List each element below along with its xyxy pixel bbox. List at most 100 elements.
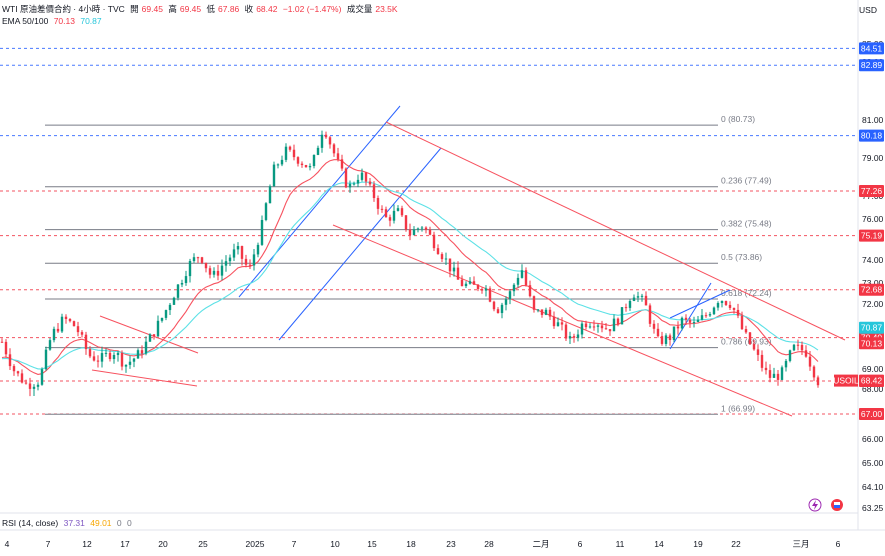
candle-body[interactable] xyxy=(160,317,164,321)
candle-body[interactable] xyxy=(308,166,312,168)
candle-body[interactable] xyxy=(580,323,584,335)
candle-body[interactable] xyxy=(260,219,264,245)
candle-body[interactable] xyxy=(548,309,552,317)
candle-body[interactable] xyxy=(372,184,376,199)
candle-body[interactable] xyxy=(748,332,752,345)
candle-body[interactable] xyxy=(324,134,328,138)
symbol-title[interactable]: WTI 原油差價合約 · 4小時 · TVC xyxy=(2,4,125,14)
candle-body[interactable] xyxy=(536,309,540,311)
candle-body[interactable] xyxy=(732,307,736,310)
candle-body[interactable] xyxy=(360,172,364,180)
rsi-legend[interactable]: RSI (14, close) 37.31 49.01 0 0 xyxy=(2,518,135,528)
candle-body[interactable] xyxy=(656,328,660,337)
candle-body[interactable] xyxy=(552,316,556,327)
candle-body[interactable] xyxy=(804,350,808,357)
candle-body[interactable] xyxy=(796,344,800,346)
candle-body[interactable] xyxy=(788,350,792,361)
candle-body[interactable] xyxy=(404,215,408,230)
candle-body[interactable] xyxy=(808,356,812,367)
candle-body[interactable] xyxy=(128,361,132,365)
candle-body[interactable] xyxy=(432,234,436,249)
candle-body[interactable] xyxy=(756,349,760,355)
candle-body[interactable] xyxy=(60,316,64,332)
candle-body[interactable] xyxy=(228,257,232,262)
candle-body[interactable] xyxy=(428,229,432,235)
candle-body[interactable] xyxy=(588,326,592,328)
candle-body[interactable] xyxy=(700,315,704,320)
candle-body[interactable] xyxy=(480,289,484,291)
candle-body[interactable] xyxy=(436,248,440,255)
candle-body[interactable] xyxy=(712,307,716,315)
candle-body[interactable] xyxy=(176,284,180,298)
candle-body[interactable] xyxy=(184,276,188,284)
candle-body[interactable] xyxy=(44,349,48,370)
candle-body[interactable] xyxy=(688,319,692,323)
candle-body[interactable] xyxy=(692,321,696,323)
trend-channel-line[interactable] xyxy=(238,105,401,298)
candle-body[interactable] xyxy=(312,154,316,167)
candle-body[interactable] xyxy=(592,326,596,328)
candle-body[interactable] xyxy=(500,304,504,314)
candle-body[interactable] xyxy=(612,318,616,332)
candle-body[interactable] xyxy=(668,335,672,340)
candle-body[interactable] xyxy=(812,366,816,378)
candle-body[interactable] xyxy=(76,326,80,333)
candle-body[interactable] xyxy=(356,179,360,184)
candle-body[interactable] xyxy=(236,246,240,250)
candle-body[interactable] xyxy=(532,296,536,310)
candle-body[interactable] xyxy=(584,323,588,328)
candle-body[interactable] xyxy=(28,383,32,389)
candle-body[interactable] xyxy=(640,295,644,297)
candle-body[interactable] xyxy=(140,350,144,354)
candle-body[interactable] xyxy=(148,334,152,342)
candle-body[interactable] xyxy=(344,168,348,188)
candle-body[interactable] xyxy=(12,366,16,372)
candle-body[interactable] xyxy=(600,325,604,329)
candle-body[interactable] xyxy=(0,341,4,343)
candle-body[interactable] xyxy=(268,186,272,204)
candle-body[interactable] xyxy=(92,356,96,361)
candle-body[interactable] xyxy=(300,163,304,166)
candle-body[interactable] xyxy=(280,159,284,165)
candle-body[interactable] xyxy=(292,149,296,158)
candle-body[interactable] xyxy=(112,355,116,360)
candle-body[interactable] xyxy=(156,320,160,337)
candle-body[interactable] xyxy=(68,318,72,322)
candle-body[interactable] xyxy=(376,198,380,209)
candle-body[interactable] xyxy=(348,183,352,188)
candle-body[interactable] xyxy=(540,309,544,315)
candle-body[interactable] xyxy=(412,229,416,236)
candle-body[interactable] xyxy=(544,309,548,315)
candle-body[interactable] xyxy=(136,350,140,359)
candle-body[interactable] xyxy=(724,301,728,305)
candle-body[interactable] xyxy=(168,304,172,311)
candle-body[interactable] xyxy=(568,336,572,339)
trend-channel-line[interactable] xyxy=(669,289,731,319)
candle-body[interactable] xyxy=(516,277,520,285)
candle-body[interactable] xyxy=(364,172,368,182)
candle-body[interactable] xyxy=(560,322,564,325)
candle-body[interactable] xyxy=(660,336,664,344)
candle-body[interactable] xyxy=(696,319,700,322)
trend-channel-line[interactable] xyxy=(385,121,846,341)
lightning-icon[interactable] xyxy=(808,498,822,512)
candle-body[interactable] xyxy=(776,373,780,380)
candle-body[interactable] xyxy=(116,352,120,356)
candle-body[interactable] xyxy=(144,341,148,354)
candle-body[interactable] xyxy=(476,284,480,290)
candle-body[interactable] xyxy=(768,370,772,378)
candle-body[interactable] xyxy=(16,371,20,374)
candle-body[interactable] xyxy=(596,325,600,327)
ema-legend[interactable]: EMA 50/100 70.13 70.87 xyxy=(2,16,105,26)
candle-body[interactable] xyxy=(52,328,56,341)
candle-body[interactable] xyxy=(72,321,76,327)
candle-body[interactable] xyxy=(424,227,428,230)
candle-body[interactable] xyxy=(188,261,192,277)
candle-body[interactable] xyxy=(644,295,648,306)
candle-body[interactable] xyxy=(736,309,740,316)
candle-body[interactable] xyxy=(752,344,756,350)
candle-body[interactable] xyxy=(800,344,804,351)
candle-body[interactable] xyxy=(172,297,176,305)
candle-body[interactable] xyxy=(720,301,724,304)
candle-body[interactable] xyxy=(216,270,220,276)
